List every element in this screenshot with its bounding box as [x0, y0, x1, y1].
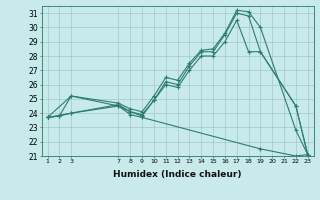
X-axis label: Humidex (Indice chaleur): Humidex (Indice chaleur) — [113, 170, 242, 179]
